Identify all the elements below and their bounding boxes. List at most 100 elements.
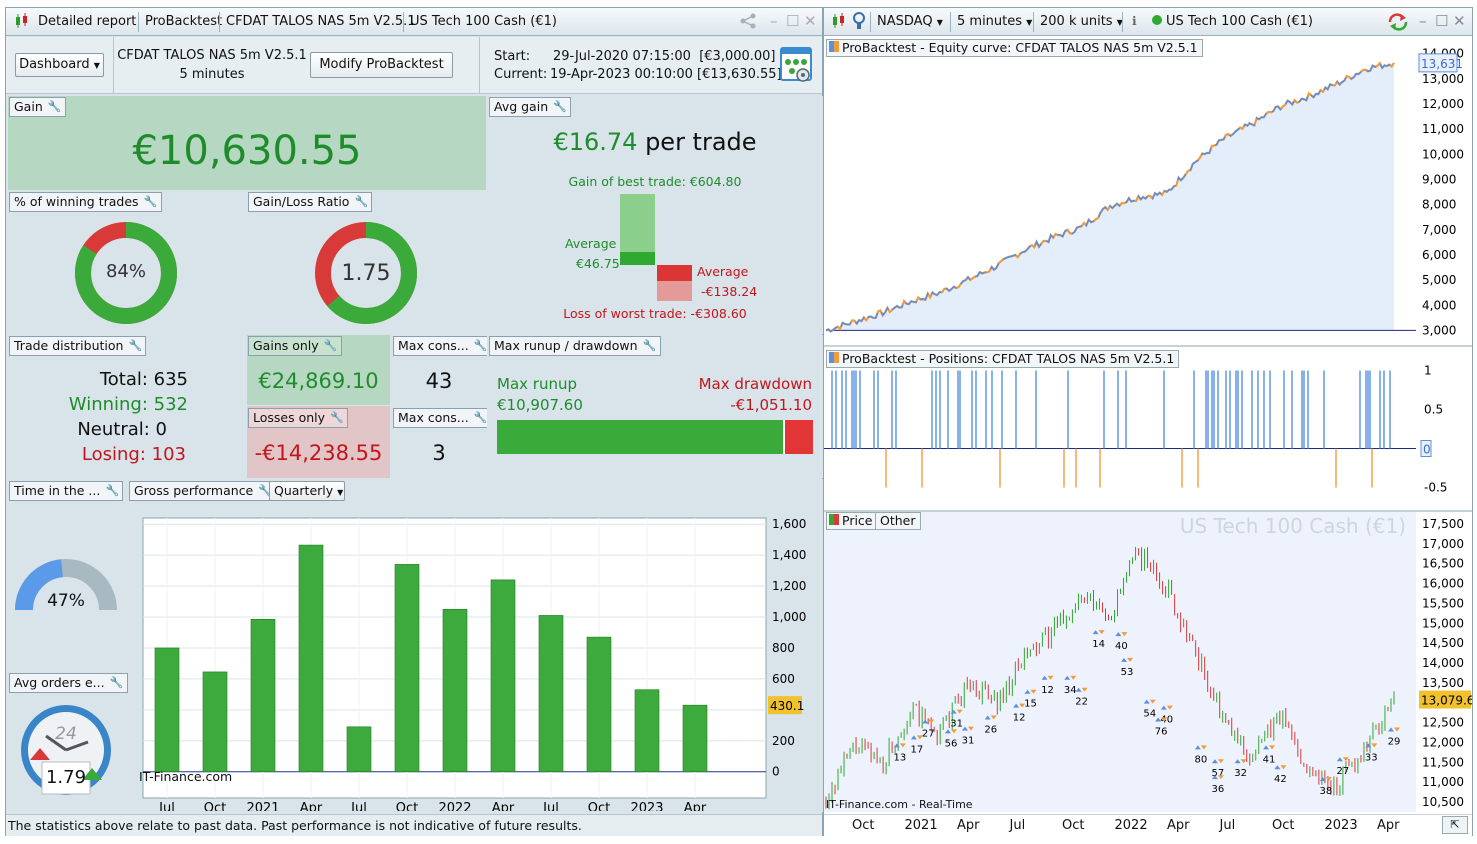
tab-instrument[interactable]: US Tech 100 Cash (€1)	[410, 14, 557, 29]
runup-tag-label: Max runup / drawdown	[494, 338, 638, 353]
wrench-icon[interactable]: 🔧	[473, 339, 488, 352]
wrench-icon[interactable]: 🔧	[553, 100, 567, 113]
avg-gain-value: €16.74	[553, 128, 638, 156]
y-tick-label: 12,500	[1422, 716, 1464, 730]
tab-probacktest[interactable]: ProBacktest	[145, 14, 223, 29]
scroll-to-end-button[interactable]: ⇱	[1442, 816, 1468, 834]
current-value-badge	[1420, 440, 1432, 457]
wrench-icon[interactable]: 🔧	[143, 195, 158, 208]
positions-chart: 10.50-0.50	[824, 364, 1447, 495]
time-in-market-gauge	[15, 559, 117, 611]
time-axis-label: Apr	[1377, 818, 1400, 833]
refresh-icon[interactable]	[1381, 8, 1415, 35]
dashboard-dropdown[interactable]: Dashboard ▼	[15, 53, 104, 77]
units-dropdown[interactable]: 200 k units ▼	[1034, 8, 1129, 35]
y-tick-label: 1,000	[772, 610, 806, 624]
losses-only-tag: Losses only 🔧	[248, 408, 349, 428]
y-tick-label: 13,000	[1422, 72, 1464, 86]
buy-arrow-icon	[1115, 632, 1122, 637]
avg-loss-value: -€138.24	[701, 284, 758, 299]
sell-arrow-icon	[1269, 745, 1276, 750]
share-icon[interactable]	[733, 8, 763, 35]
bar	[394, 564, 420, 773]
tab-strategy[interactable]: CFDAT TALOS NAS 5m V2.5.1	[226, 14, 416, 29]
it-finance-watermark: IT-Finance.com	[139, 769, 233, 784]
wrench-icon[interactable]: 🔧	[258, 484, 273, 497]
wrench-icon[interactable]: 🔧	[473, 411, 488, 424]
modify-probacktest-button[interactable]: Modify ProBacktest	[310, 52, 453, 78]
period-dropdown[interactable]: Quarterly ▼	[269, 481, 345, 501]
trade-winning: Winning: 532	[68, 394, 188, 415]
buy-arrow-icon	[1155, 717, 1162, 722]
instrument-watermark: US Tech 100 Cash (€1)	[1179, 514, 1406, 538]
best-trade-bar	[620, 194, 655, 252]
trade-count-label: 40	[1115, 641, 1128, 652]
price-tab[interactable]: Price	[826, 512, 878, 530]
maximize-icon[interactable]: ☐	[786, 12, 800, 30]
buy-arrow-icon	[1365, 743, 1372, 748]
wrench-icon[interactable]: 🔧	[47, 100, 62, 113]
close-icon[interactable]: ✕	[804, 12, 817, 30]
wrench-icon[interactable]: 🔧	[354, 195, 369, 208]
x-tick-label: Jul	[350, 801, 367, 811]
avg-gain-tag: Avg gain 🔧	[489, 97, 572, 117]
sell-arrow-icon	[1161, 717, 1168, 722]
trade-count-label: 15	[1024, 699, 1037, 710]
instrument-label[interactable]: US Tech 100 Cash (€1)	[1146, 8, 1319, 35]
tab-detailed-report[interactable]: Detailed report	[38, 14, 137, 29]
buy-arrow-icon	[893, 743, 900, 748]
equity-title-text: ProBacktest - Equity curve: CFDAT TALOS …	[842, 40, 1198, 55]
sell-arrow-icon	[1019, 703, 1026, 708]
minimize-icon[interactable]: –	[770, 12, 778, 30]
market-dropdown[interactable]: NASDAQ ▼	[871, 8, 949, 35]
x-tick-label: 2021	[246, 801, 279, 811]
gains-only-value: €24,869.10	[258, 369, 379, 393]
minimize-icon[interactable]: –	[1419, 12, 1427, 30]
wrench-icon[interactable]: 🔧	[323, 339, 338, 352]
link-icon[interactable]	[846, 8, 870, 35]
gain-loss-ratio-donut	[315, 222, 417, 324]
buy-arrow-icon	[910, 735, 917, 740]
close-icon[interactable]: ✕	[1453, 12, 1466, 30]
runup-label: Max runup	[497, 375, 577, 393]
sell-arrow-icon	[1070, 675, 1077, 680]
avg-gain-tag-label: Avg gain	[494, 99, 549, 114]
y-tick-label: 1,600	[772, 517, 806, 531]
dashboard-label: Dashboard	[19, 57, 90, 72]
trade-count-label: 29	[1388, 736, 1401, 747]
avg-win-bar	[620, 252, 655, 265]
x-tick-label: Jul	[542, 801, 559, 811]
wrench-icon[interactable]: 🔧	[330, 411, 344, 424]
other-tab[interactable]: Other	[875, 512, 921, 530]
sell-arrow-icon	[1081, 687, 1088, 692]
gains-only-tag-label: Gains only	[253, 338, 319, 353]
candle-icon	[829, 514, 839, 525]
x-tick-label: 2022	[438, 801, 471, 811]
y-tick-label: 15,000	[1422, 616, 1464, 630]
info-icon[interactable]: ℹ	[1132, 14, 1137, 28]
maximize-icon[interactable]: ☐	[1435, 12, 1449, 30]
equity-line	[825, 61, 1395, 333]
buy-arrow-icon	[1013, 703, 1020, 708]
equity-area	[826, 62, 1394, 332]
clock-icon	[21, 705, 111, 795]
report-settings-icon[interactable]	[779, 45, 815, 85]
timeframe-dropdown[interactable]: 5 minutes ▼	[951, 8, 1038, 35]
wrench-icon[interactable]: 🔧	[128, 339, 143, 352]
y-tick-label: 12,000	[1422, 735, 1464, 749]
losses-only-tag-label: Losses only	[253, 410, 326, 425]
runup-bar-track	[497, 420, 813, 454]
winning-pct-tag-label: % of winning trades	[14, 194, 139, 209]
wrench-icon[interactable]: 🔧	[109, 676, 124, 689]
trade-count-label: 76	[1155, 727, 1168, 738]
sell-arrow-icon	[899, 743, 906, 748]
x-tick-label: Oct	[588, 801, 610, 811]
wrench-icon[interactable]: 🔧	[105, 484, 120, 497]
bar	[634, 689, 660, 773]
wrench-icon[interactable]: 🔧	[642, 339, 657, 352]
buy-arrow-icon	[1064, 675, 1071, 680]
trade-distribution-tag-label: Trade distribution	[14, 338, 124, 353]
time-in-market-tag: Time in the ... 🔧	[9, 481, 124, 501]
y-tick-label: 5,000	[1422, 273, 1456, 287]
x-tick-label: Apr	[492, 801, 515, 811]
